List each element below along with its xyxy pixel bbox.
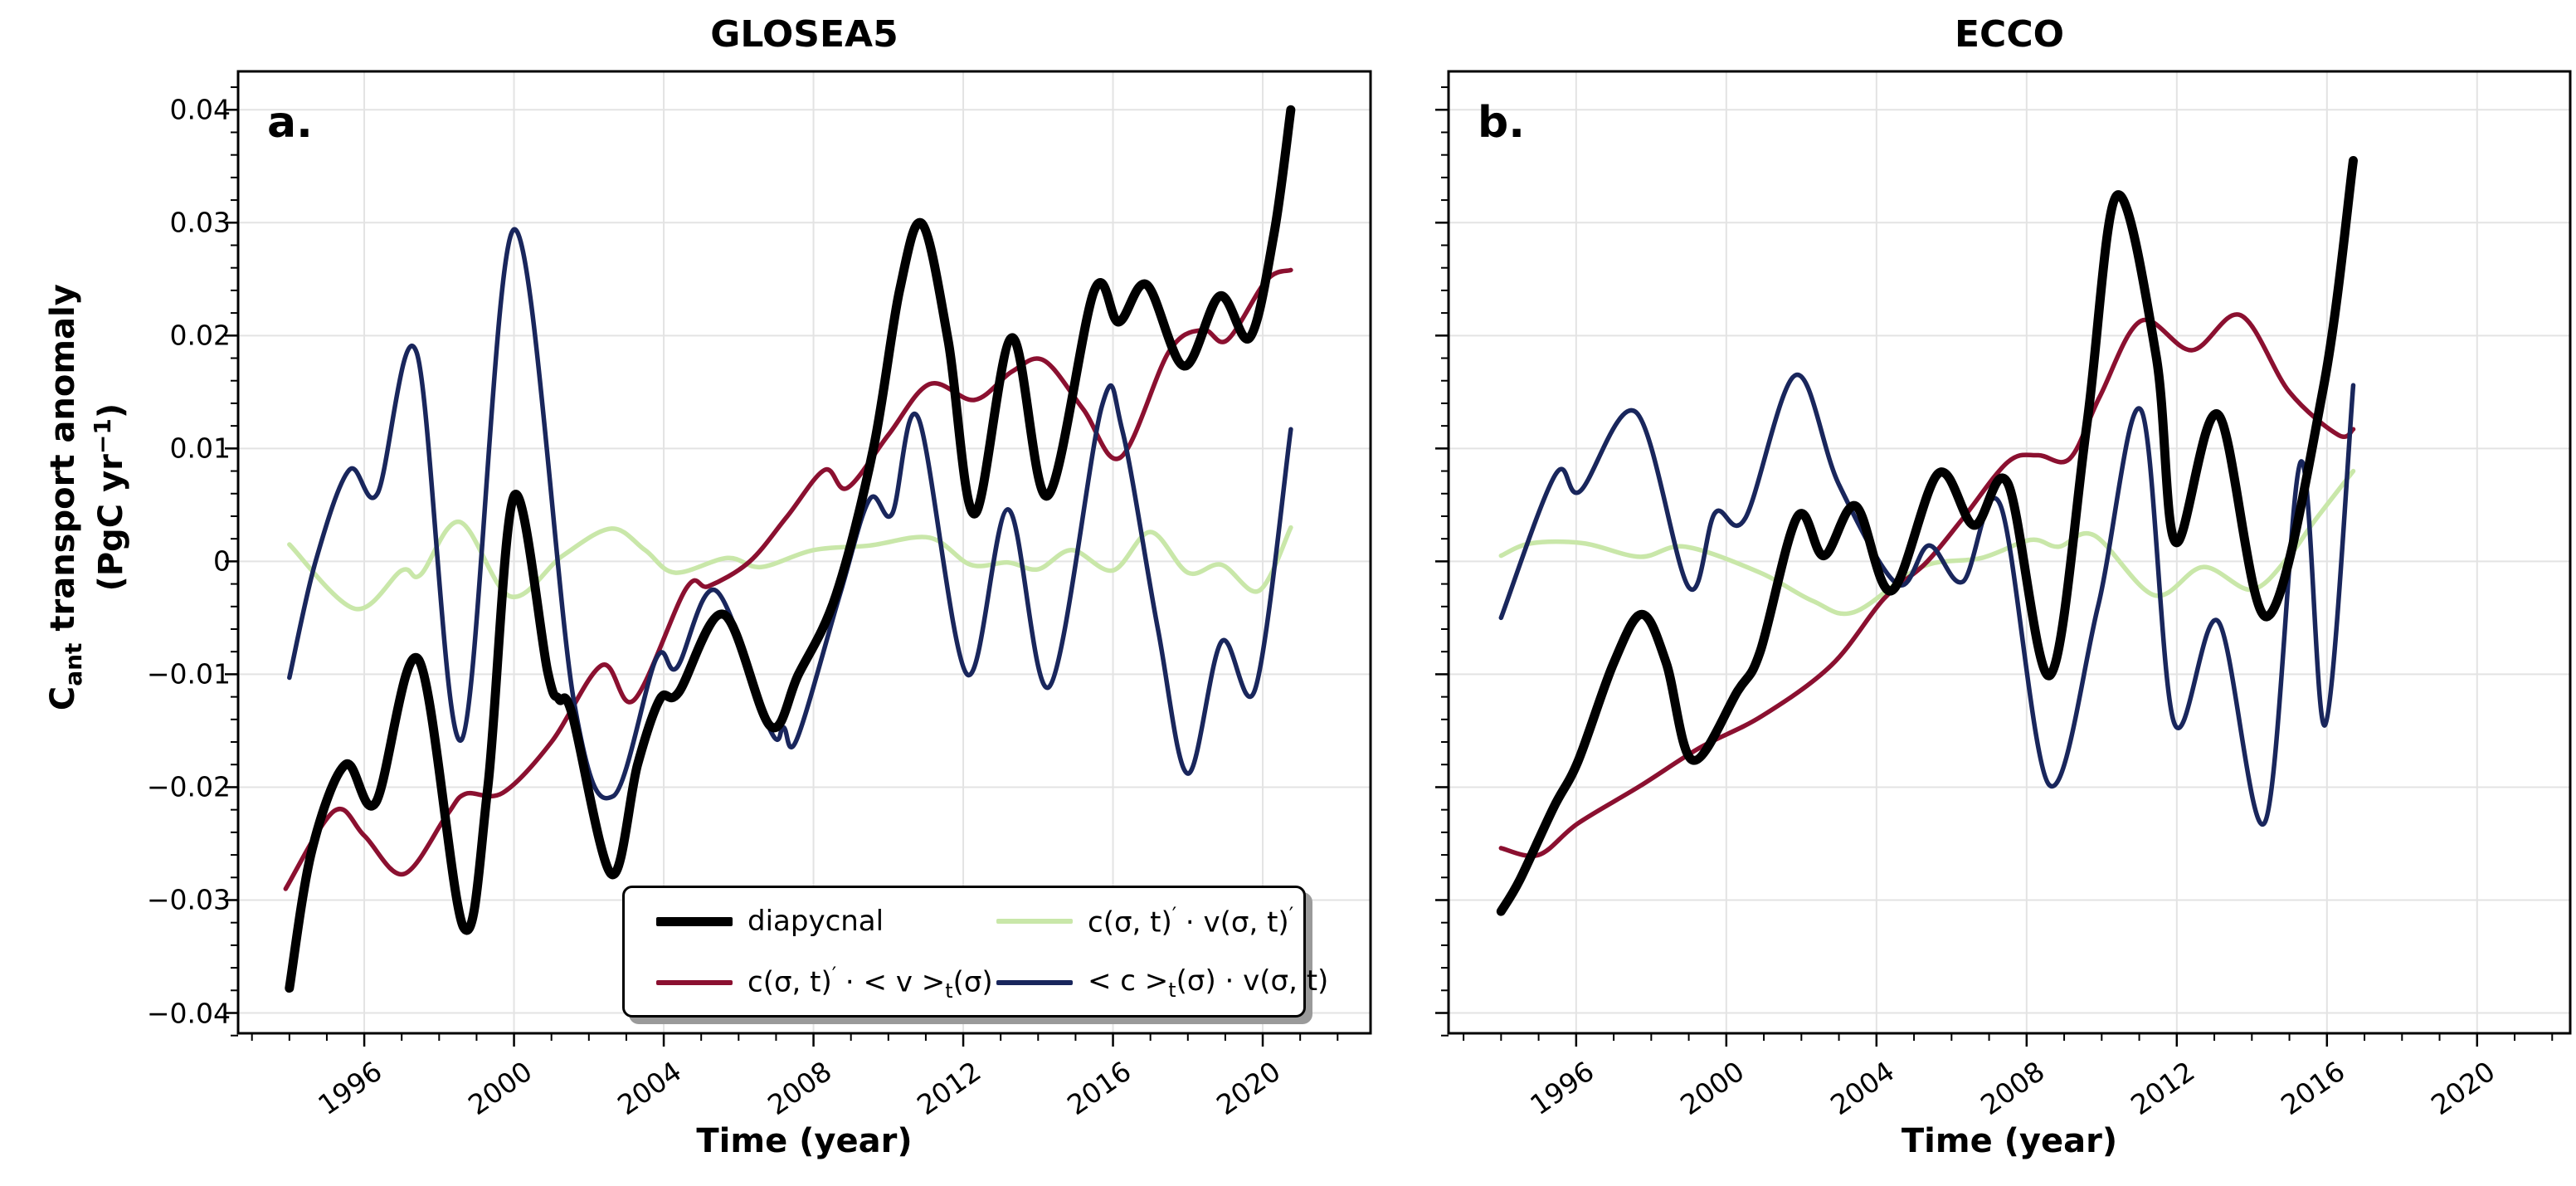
y-tick-label-−0.04: −0.04 bbox=[146, 997, 231, 1029]
x-axis-title-right: Time (year) bbox=[1901, 1122, 2118, 1160]
legend-item-cmean-v: < c >t(σ) · v(σ, t) bbox=[996, 961, 1328, 1004]
text-fragment: · < v > bbox=[836, 965, 946, 999]
series-navy bbox=[287, 227, 1293, 801]
series-red bbox=[1498, 312, 2356, 858]
text-fragment: ′ bbox=[1288, 903, 1294, 927]
y-tick-label-0.04: 0.04 bbox=[169, 93, 231, 126]
text-fragment: · v(σ, t) bbox=[1176, 905, 1289, 940]
text-fragment: ′ bbox=[831, 962, 837, 986]
panel-a-letter: a. bbox=[267, 98, 313, 148]
y-tick-label-0.02: 0.02 bbox=[169, 319, 231, 352]
legend-item-cprime-vmean: c(σ, t)′ · < v >t(σ) bbox=[656, 961, 993, 1004]
series-green bbox=[287, 520, 1293, 612]
legend-swatch-cprime-vmean bbox=[656, 980, 733, 985]
y-tick-label-0.03: 0.03 bbox=[169, 206, 231, 239]
legend-swatch-diapycnal bbox=[656, 916, 733, 926]
plot-border bbox=[1447, 70, 2572, 1035]
text-fragment: c(σ, t) bbox=[747, 965, 832, 999]
text-fragment: t bbox=[945, 979, 953, 1003]
legend-item-diapycnal: diapycnal bbox=[656, 900, 884, 943]
panel-b bbox=[1435, 70, 2572, 1047]
series-red bbox=[283, 267, 1293, 891]
text-fragment: diapycnal bbox=[747, 905, 884, 938]
legend-label-cprime-vmean: c(σ, t)′ · < v >t(σ) bbox=[747, 963, 993, 1003]
panel-b-title: ECCO bbox=[1954, 13, 2065, 56]
text-fragment: < c > bbox=[1088, 964, 1169, 998]
y-tick-label-−0.02: −0.02 bbox=[146, 770, 231, 803]
text-fragment: t bbox=[1168, 978, 1176, 1002]
text-fragment: (σ) · v(σ, t) bbox=[1176, 964, 1329, 998]
legend-swatch-cmean-v bbox=[996, 980, 1073, 985]
y-tick-label-0.01: 0.01 bbox=[169, 432, 231, 465]
text-fragment: c(σ, t) bbox=[1088, 905, 1172, 940]
y-axis-title-wrap: Cant transport anomaly (PgC yr−1) bbox=[0, 284, 502, 710]
legend-label-cprime-vprime: c(σ, t)′ · v(σ, t)′ bbox=[1088, 903, 1293, 939]
legend-label-cmean-v: < c >t(σ) · v(σ, t) bbox=[1088, 964, 1328, 1002]
x-axis-title-left: Time (year) bbox=[696, 1122, 913, 1160]
y-tick-label-−0.01: −0.01 bbox=[146, 657, 231, 691]
text-fragment: transport anomaly bbox=[43, 284, 82, 643]
legend-swatch-cprime-vprime bbox=[996, 919, 1073, 924]
text-fragment: ′ bbox=[1171, 903, 1177, 927]
y-tick-label-0: 0 bbox=[213, 544, 231, 578]
panel-a bbox=[225, 70, 1372, 1047]
series-diapycnal bbox=[1496, 156, 2358, 916]
legend: diapycnal c(σ, t)′ · < v >t(σ) c(σ, t)′ · … bbox=[622, 886, 1328, 1018]
legend-label-diapycnal: diapycnal bbox=[747, 905, 884, 938]
series-diapycnal bbox=[285, 105, 1296, 993]
panel-a-title: GLOSEA5 bbox=[710, 13, 898, 56]
y-axis-title-line1: Cant transport anomaly bbox=[42, 82, 88, 912]
plot-border bbox=[236, 70, 1372, 1035]
text-fragment: (σ) bbox=[952, 965, 993, 999]
y-tick-label-−0.03: −0.03 bbox=[146, 883, 231, 916]
text-fragment: ) bbox=[92, 403, 131, 419]
legend-item-cprime-vprime: c(σ, t)′ · v(σ, t)′ bbox=[996, 900, 1293, 943]
series-navy bbox=[1498, 373, 2356, 827]
panel-b-letter: b. bbox=[1478, 98, 1525, 148]
text-fragment: C bbox=[43, 686, 82, 711]
text-fragment: ant bbox=[59, 642, 87, 686]
